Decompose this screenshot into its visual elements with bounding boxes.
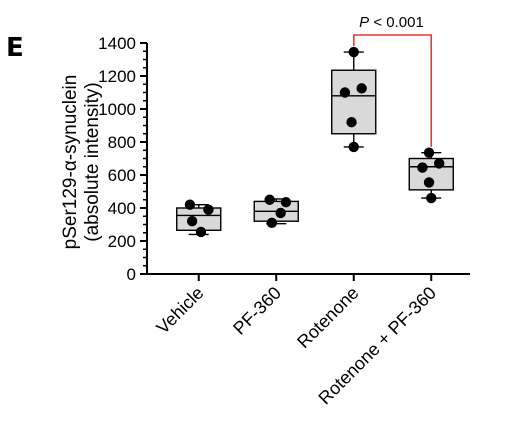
y-tick-label: 600: [108, 166, 136, 185]
y-tick-label: 0: [127, 265, 136, 284]
box-iqr: [331, 69, 377, 135]
data-point: [195, 226, 207, 238]
data-point: [356, 83, 367, 94]
box-4: [408, 152, 454, 199]
data-point: [186, 216, 198, 227]
data-point: [346, 117, 357, 128]
y-tick-label: 1000: [98, 100, 136, 119]
data-point: [423, 177, 435, 188]
data-point: [275, 207, 286, 219]
data-point: [266, 217, 278, 229]
y-tick-label: 1400: [98, 34, 136, 53]
y-tick-label: 200: [108, 232, 136, 251]
x-tick-label: Vehicle: [152, 283, 207, 338]
data-point: [184, 199, 196, 210]
data-point: [264, 194, 275, 205]
x-tick-label: Rotenone: [293, 283, 362, 352]
y-axis-label-units: (absolute intensity): [82, 82, 103, 241]
panel-label: E: [6, 33, 24, 63]
y-tick-label: 1200: [98, 67, 136, 86]
y-tick-label: 400: [108, 199, 136, 218]
p-symbol: P: [359, 14, 369, 31]
y-axis-label-group: pSer129-α-synuclein (absolute intensity): [60, 75, 103, 250]
box-3: [331, 51, 377, 148]
significance-label: P < 0.001: [359, 14, 424, 31]
data-points: [184, 46, 445, 238]
data-point: [423, 147, 435, 158]
p-value: < 0.001: [369, 14, 424, 31]
data-point: [426, 192, 437, 204]
axes: 0 200 400 600 800 1000 1200 1400: [98, 34, 470, 284]
bracket-line: [352, 34, 433, 147]
y-axis-label: pSer129-α-synuclein: [60, 75, 81, 250]
y-tick-label: 800: [108, 133, 136, 152]
data-point: [348, 141, 359, 153]
box-iqr: [176, 207, 222, 231]
data-point: [280, 197, 292, 208]
data-point: [348, 46, 359, 58]
data-point: [339, 87, 351, 98]
boxes: [176, 51, 454, 236]
data-point: [203, 204, 214, 215]
x-tick-label: PF-360: [229, 283, 285, 339]
data-point: [433, 158, 445, 169]
significance-bracket: P < 0.001: [352, 14, 433, 147]
data-point: [417, 162, 428, 173]
